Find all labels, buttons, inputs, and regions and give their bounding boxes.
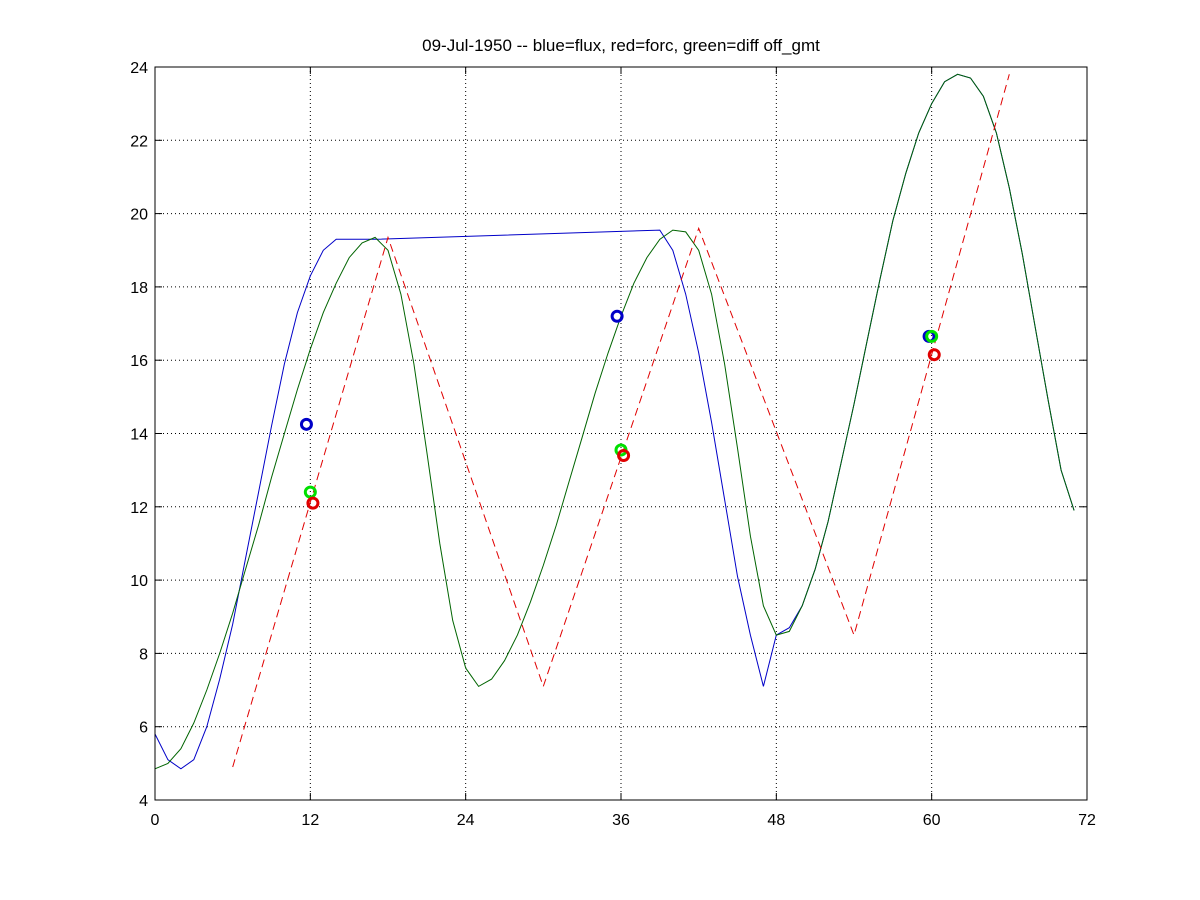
y-tick-label: 6 xyxy=(139,720,148,737)
y-tick-label: 18 xyxy=(130,280,148,297)
x-tick-label: 12 xyxy=(301,812,319,829)
y-tick-label: 24 xyxy=(130,60,148,77)
x-tick-label: 72 xyxy=(1078,812,1096,829)
tick-layer: 0 12 24 36 48 60 72 4 6 8 10 12 14 16 18 20 22 24 xyxy=(130,60,1096,829)
series-layer xyxy=(154,73,1075,770)
series-line-red xyxy=(232,74,1010,768)
series-line-blue xyxy=(154,73,1075,770)
grid-layer xyxy=(155,67,1087,800)
series-line-green xyxy=(154,73,1075,770)
y-tick-label: 8 xyxy=(139,646,148,663)
x-tick-label: 0 xyxy=(151,812,160,829)
y-tick-label: 22 xyxy=(130,133,148,150)
y-tick-label: 4 xyxy=(139,793,148,810)
y-tick-label: 10 xyxy=(130,573,148,590)
y-tick-label: 20 xyxy=(130,207,148,224)
marker-blue xyxy=(299,417,313,431)
marker-layer xyxy=(299,309,941,510)
x-tick-label: 36 xyxy=(612,812,630,829)
marker-blue xyxy=(610,309,624,323)
marker-red xyxy=(617,448,631,462)
x-tick-label: 60 xyxy=(923,812,941,829)
marker-marker_green xyxy=(925,329,939,343)
y-tick-label: 14 xyxy=(130,427,148,444)
x-tick-label: 24 xyxy=(457,812,475,829)
marker-red xyxy=(927,348,941,362)
y-tick-label: 12 xyxy=(130,500,148,517)
x-tick-label: 48 xyxy=(767,812,785,829)
chart-title: 09-Jul-1950 -- blue=flux, red=forc, gree… xyxy=(422,36,820,55)
marker-red xyxy=(306,496,320,510)
marker-marker_green xyxy=(303,485,317,499)
y-tick-label: 16 xyxy=(130,353,148,370)
